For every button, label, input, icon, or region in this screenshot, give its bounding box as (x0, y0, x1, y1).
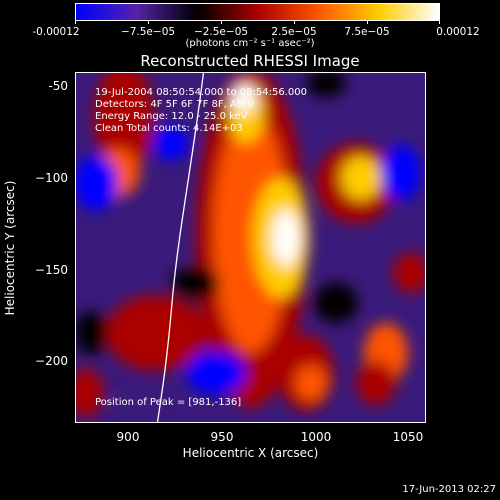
colorbar-tickmark (221, 20, 222, 24)
emission-blob (306, 73, 346, 97)
colorbar-tickmark (367, 20, 368, 24)
colorbar-units: (photons cm⁻² s⁻¹ asec⁻²) (185, 38, 315, 49)
peak-annotation: Position of Peak = [981,-136] (95, 397, 242, 408)
emission-blob (76, 369, 104, 417)
emission-blob (393, 253, 425, 293)
x-axis-label: Heliocentric X (arcsec) (182, 446, 319, 460)
emission-blob (153, 125, 189, 161)
emission-blob (341, 156, 381, 200)
footer-date: 17-Jun-2013 02:27 (402, 484, 496, 495)
emission-blob (111, 387, 161, 419)
y-tick-label: −150 (35, 263, 68, 277)
colorbar-tick-label: 2.5e−05 (271, 26, 317, 38)
y-tick-label: -50 (48, 79, 68, 93)
clean-annotation: Clean Total counts: 4.14E+03 (95, 123, 243, 134)
image-plot: 19-Jul-2004 08:50:54.000 to 08:54:56.000… (75, 72, 426, 423)
x-tick-label: 900 (116, 430, 140, 444)
colorbar-tick-label: 0.00012 (436, 26, 480, 38)
emission-blob (381, 145, 421, 201)
emission-blob (232, 84, 256, 112)
colorbar-tick-label: -0.00012 (32, 26, 80, 38)
colorbar-tickmark (439, 20, 440, 24)
x-tick-label: 1000 (300, 430, 332, 444)
energy-annotation: Energy Range: 12.0 - 25.0 keV (95, 111, 248, 122)
detectors-annotation: Detectors: 4F 5F 6F 7F 8F, Att 0 (95, 99, 255, 110)
emission-blob (106, 295, 206, 371)
colorbar-tick-label: 7.5e−05 (344, 26, 390, 38)
y-tick-label: −200 (35, 354, 68, 368)
colorbar-tickmark (294, 20, 295, 24)
time-annotation: 19-Jul-2004 08:50:54.000 to 08:54:56.000 (95, 87, 307, 98)
emission-blob (356, 361, 396, 405)
x-tick-label: 950 (210, 430, 234, 444)
colorbar-tick-label: −2.5e−05 (193, 26, 249, 38)
emission-blob (186, 351, 246, 395)
solar-image (76, 73, 425, 422)
emission-blob (94, 73, 154, 173)
limb-line (156, 73, 205, 422)
emission-blob (76, 311, 107, 355)
emission-blob (272, 210, 300, 266)
emission-blob (295, 365, 327, 401)
plot-title: Reconstructed RHESSI Image (140, 52, 360, 70)
y-axis-label: Heliocentric Y (arcsec) (3, 180, 17, 316)
x-tick-label: 1050 (392, 430, 424, 444)
colorbar-tickmark (75, 20, 76, 24)
colorbar-tickmark (148, 20, 149, 24)
colorbar-tick-label: −7.5e−05 (120, 26, 176, 38)
emission-blob (314, 283, 358, 323)
emission-blob (76, 155, 118, 211)
y-tick-label: −100 (35, 171, 68, 185)
emission-blob (172, 267, 220, 299)
colorbar (75, 3, 440, 21)
